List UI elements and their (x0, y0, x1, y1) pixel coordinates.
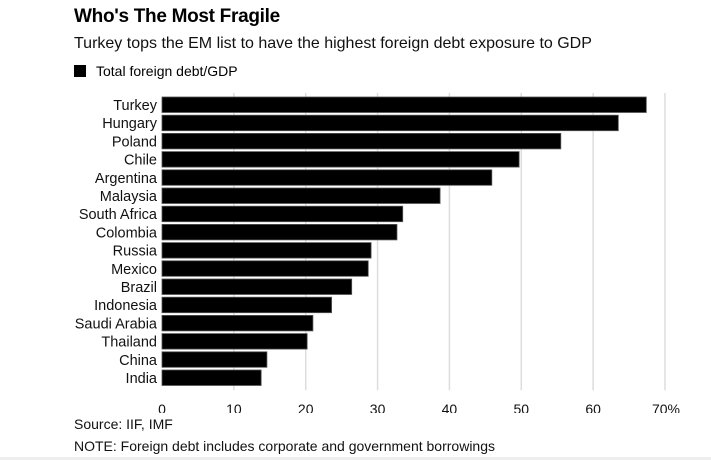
category-label: Mexico (111, 262, 157, 278)
legend: Total foreign debt/GDP (74, 63, 238, 79)
chart-title: Who's The Most Fragile (74, 6, 280, 27)
bottom-border (0, 457, 711, 460)
x-tick-label: 60 (585, 401, 601, 413)
bar-chile (161, 151, 520, 168)
x-tick-label: 0 (158, 401, 166, 413)
bar-malaysia (161, 187, 441, 204)
category-label: Indonesia (94, 298, 158, 314)
category-label: Chile (124, 153, 157, 169)
category-label: Russia (113, 244, 158, 260)
bar-turkey (161, 96, 647, 113)
legend-label: Total foreign debt/GDP (96, 63, 238, 79)
category-label: Colombia (96, 225, 158, 241)
x-tick-label: 20 (298, 401, 314, 413)
category-label: Thailand (101, 335, 157, 351)
x-tick-label: 10 (226, 401, 242, 413)
category-label: Malaysia (100, 189, 158, 205)
category-label: Argentina (95, 171, 158, 187)
footnote: NOTE: Foreign debt includes corporate an… (74, 438, 495, 454)
chart-subtitle: Turkey tops the EM list to have the high… (74, 35, 592, 52)
legend-swatch (74, 65, 86, 77)
x-tick-label: 50 (513, 401, 529, 413)
category-label: Hungary (102, 116, 158, 132)
bar-argentina (161, 169, 493, 186)
bar-mexico (161, 260, 369, 277)
bars (161, 96, 647, 386)
bar-chart: Turkey Hungary Poland Chile Argentina Malaysi… (75, 93, 680, 413)
category-label: Brazil (121, 280, 157, 296)
bar-hungary (161, 114, 619, 132)
bar-colombia (161, 223, 398, 241)
bar-russia (161, 242, 372, 259)
bar-india (161, 369, 262, 386)
bar-thailand (161, 333, 308, 350)
category-label: China (119, 353, 158, 369)
x-tick-label: 30 (370, 401, 386, 413)
category-label: India (126, 371, 158, 387)
x-tick-label: 70% (652, 401, 680, 413)
category-label: Poland (112, 134, 157, 150)
category-label: South Africa (79, 207, 158, 223)
bar-poland (161, 133, 562, 150)
bar-saudi-arabia (161, 314, 314, 332)
category-label: Saudi Arabia (75, 316, 158, 332)
x-tick-label: 40 (442, 401, 458, 413)
bar-indonesia (161, 296, 332, 314)
x-tick-labels: 0 10 20 30 40 50 60 70% (158, 401, 680, 413)
bar-south-africa (161, 205, 404, 223)
bar-brazil (161, 278, 353, 295)
category-labels: Turkey Hungary Poland Chile Argentina Malaysi… (75, 98, 158, 387)
source-note: Source: IIF, IMF (74, 416, 173, 432)
bar-china (161, 351, 268, 368)
category-label: Turkey (113, 98, 158, 114)
